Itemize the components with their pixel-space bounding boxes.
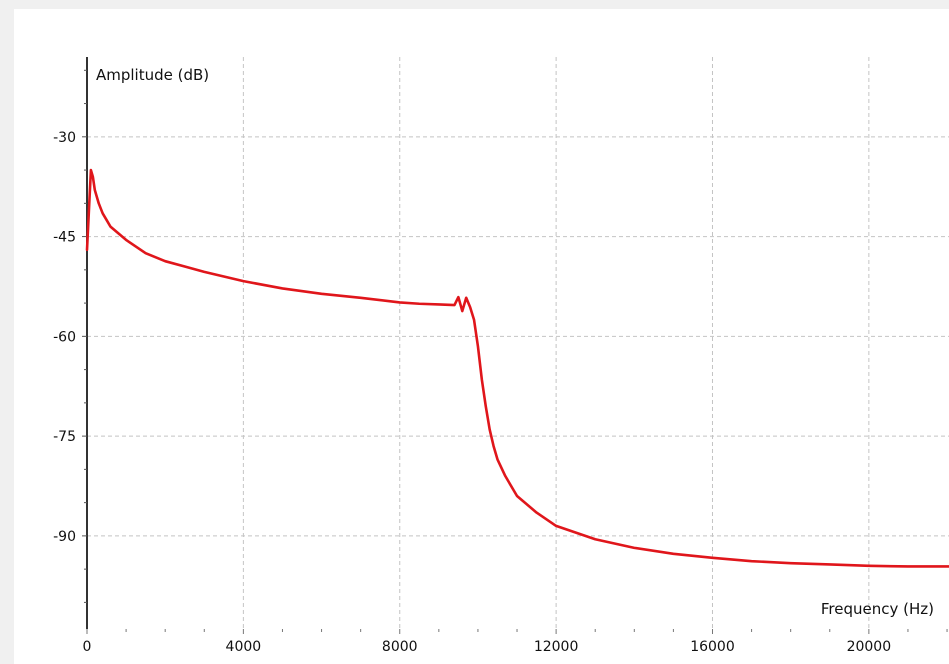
spectrum-chart: -30-45-60-75-900 4000 8000 12000 16000 20000 … bbox=[53, 57, 949, 655]
x-tick-label: 20000 bbox=[847, 639, 892, 655]
y-tick-label: -75 bbox=[53, 429, 76, 445]
x-tick-label: 16000 bbox=[690, 639, 735, 655]
y-axis-title: Amplitude (dB) bbox=[96, 66, 209, 84]
x-tick-label: 12000 bbox=[534, 639, 579, 655]
x-axis-title: Frequency (Hz) bbox=[821, 600, 934, 618]
x-tick-label: 0 bbox=[83, 639, 92, 655]
y-tick-label: -30 bbox=[53, 130, 76, 146]
y-tick-label: -45 bbox=[53, 230, 76, 246]
amplitude-series-line bbox=[85, 168, 949, 568]
y-tick-label: -90 bbox=[53, 529, 76, 545]
x-tick-label: 4000 bbox=[226, 639, 262, 655]
y-tick-label: -60 bbox=[53, 329, 76, 345]
plot-panel: -30 -45 -60 -75 -90 0 4000 8000 12000 16000 20000 … bbox=[14, 9, 949, 664]
x-tick-label: 8000 bbox=[382, 639, 418, 655]
